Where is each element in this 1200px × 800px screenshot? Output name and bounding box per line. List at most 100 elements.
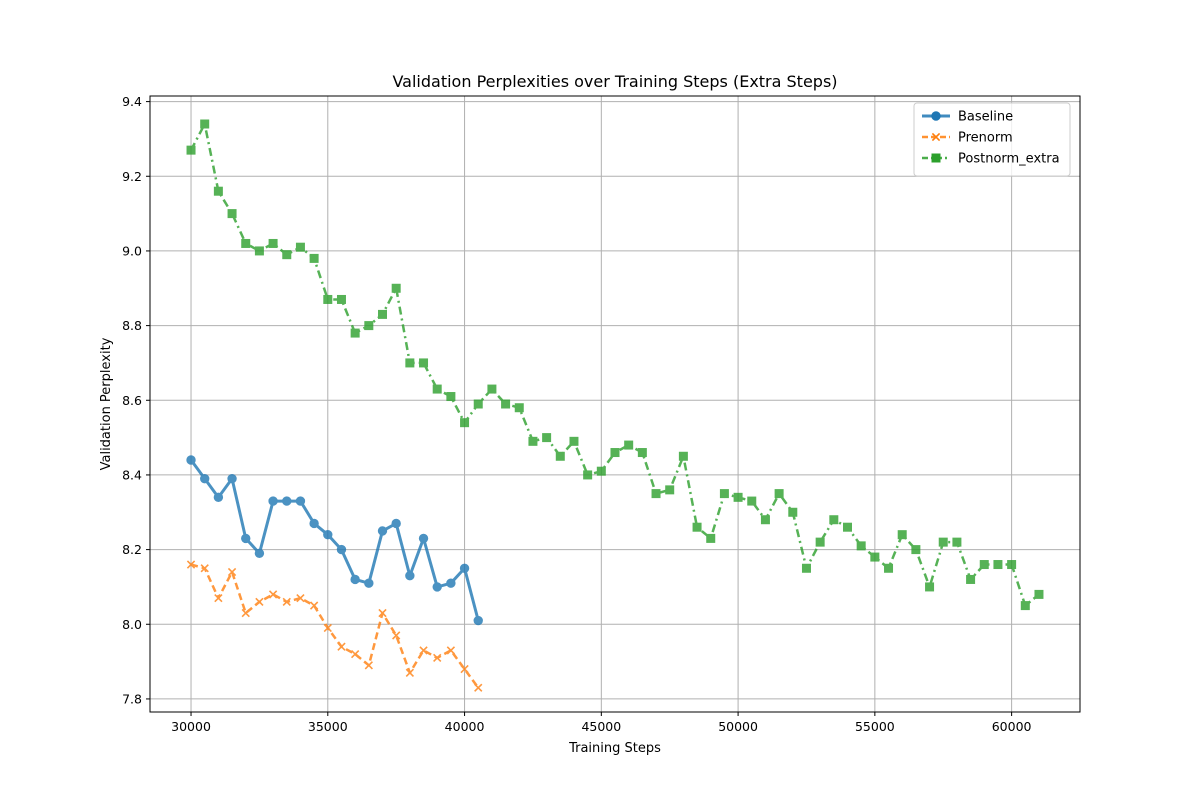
plot-area-frame (149, 95, 1081, 713)
data-point-postnorm-extra (897, 530, 907, 540)
data-point-postnorm-extra (501, 399, 511, 409)
data-point-postnorm-extra (200, 119, 210, 129)
data-point-postnorm-extra (1020, 601, 1030, 611)
data-point-postnorm-extra (966, 574, 976, 584)
y-tick-label: 8.2 (122, 542, 142, 557)
data-point-postnorm-extra (336, 294, 346, 304)
data-point-postnorm-extra (213, 186, 223, 196)
data-point-prenorm (378, 608, 387, 618)
data-point-baseline (268, 496, 278, 506)
x-axis-label: Training Steps (568, 741, 661, 756)
data-point-postnorm-extra (487, 384, 497, 394)
grid (150, 96, 1080, 712)
legend-label: Baseline (958, 110, 1013, 125)
data-point-postnorm-extra (692, 522, 702, 532)
data-point-postnorm-extra (706, 533, 716, 543)
data-point-postnorm-extra (788, 507, 798, 517)
data-point-baseline (227, 473, 237, 484)
data-point-prenorm (296, 593, 305, 603)
data-point-postnorm-extra (542, 433, 552, 443)
data-point-postnorm-extra (610, 448, 620, 458)
data-point-baseline (213, 492, 224, 503)
series-line-baseline (189, 459, 480, 621)
data-point-postnorm-extra (350, 328, 360, 338)
data-point-prenorm (337, 642, 346, 651)
data-point-postnorm-extra (378, 309, 387, 319)
data-point-prenorm (474, 683, 483, 692)
data-point-prenorm (255, 597, 264, 607)
data-point-baseline (323, 529, 333, 540)
y-tick-label: 9.2 (122, 169, 142, 184)
data-point-prenorm (268, 590, 278, 599)
y-tick-label: 8.0 (122, 617, 142, 632)
data-point-postnorm-extra (979, 560, 989, 570)
data-point-postnorm-extra (843, 522, 852, 532)
data-point-postnorm-extra (295, 242, 305, 252)
data-point-baseline (405, 571, 415, 581)
data-point-baseline (432, 582, 442, 592)
data-point-baseline (186, 455, 196, 465)
data-point-postnorm-extra (1034, 589, 1044, 599)
data-point-postnorm-extra (829, 515, 839, 525)
data-point-postnorm-extra (733, 492, 743, 502)
data-point-postnorm-extra (528, 436, 538, 446)
data-point-postnorm-extra (569, 436, 579, 446)
data-point-baseline (377, 526, 388, 536)
data-point-postnorm-extra (323, 294, 333, 304)
data-point-prenorm (214, 593, 223, 603)
data-point-postnorm-extra (391, 283, 401, 293)
data-point-postnorm-extra (460, 418, 470, 428)
legend-marker (931, 111, 941, 121)
data-point-prenorm (350, 649, 360, 659)
data-point-baseline (309, 518, 319, 529)
y-axis-label: Validation Perplexity (99, 337, 114, 470)
y-tick-label: 9.0 (122, 243, 142, 258)
data-point-postnorm-extra (186, 145, 196, 155)
data-point-postnorm-extra (583, 470, 593, 480)
data-point-postnorm-extra (637, 448, 647, 458)
legend-marker (931, 153, 941, 163)
data-point-baseline (364, 578, 374, 588)
x-tick-label: 40000 (445, 719, 485, 734)
data-point-postnorm-extra (596, 466, 606, 476)
data-point-baseline (350, 574, 360, 585)
data-point-baseline (200, 473, 210, 484)
legend: Baseline Prenorm Postnorm_extra (913, 102, 1071, 177)
data-point-postnorm-extra (774, 489, 784, 499)
data-point-prenorm (405, 668, 415, 677)
data-point-baseline (295, 496, 306, 506)
data-point-prenorm (227, 567, 237, 577)
data-point-postnorm-extra (651, 489, 661, 499)
data-point-prenorm (392, 631, 401, 640)
legend-label: Prenorm (958, 131, 1013, 146)
data-point-prenorm (419, 646, 428, 655)
data-point-prenorm (323, 623, 332, 633)
y-tick-label: 8.6 (122, 393, 142, 408)
data-point-baseline (336, 544, 347, 555)
data-point-prenorm (241, 608, 250, 618)
data-point-postnorm-extra (815, 537, 825, 547)
data-point-postnorm-extra (911, 545, 921, 555)
data-point-prenorm (282, 597, 291, 607)
data-point-postnorm-extra (254, 246, 264, 256)
data-point-postnorm-extra (884, 563, 894, 573)
series-prenorm (186, 560, 483, 692)
data-point-postnorm-extra (268, 238, 278, 248)
x-tick-label: 30000 (171, 719, 211, 734)
data-point-baseline (459, 563, 470, 573)
y-tick-label: 8.4 (122, 467, 142, 482)
data-point-postnorm-extra (665, 485, 675, 495)
data-point-prenorm (433, 653, 442, 663)
data-point-postnorm-extra (801, 563, 811, 573)
axis-ticks: 30000 35000 40000 45000 50000 55000 60000 7.8 8.… (122, 94, 1031, 734)
data-point-postnorm-extra (405, 358, 415, 368)
data-point-postnorm-extra (925, 582, 935, 592)
legend-marker (931, 132, 941, 142)
legend-item-baseline: Baseline (922, 110, 1013, 125)
data-point-baseline (282, 496, 292, 506)
data-point-postnorm-extra (419, 358, 429, 368)
x-tick-label: 55000 (855, 719, 895, 734)
x-tick-label: 60000 (992, 719, 1032, 734)
data-point-baseline (254, 548, 265, 559)
data-point-postnorm-extra (555, 451, 565, 461)
